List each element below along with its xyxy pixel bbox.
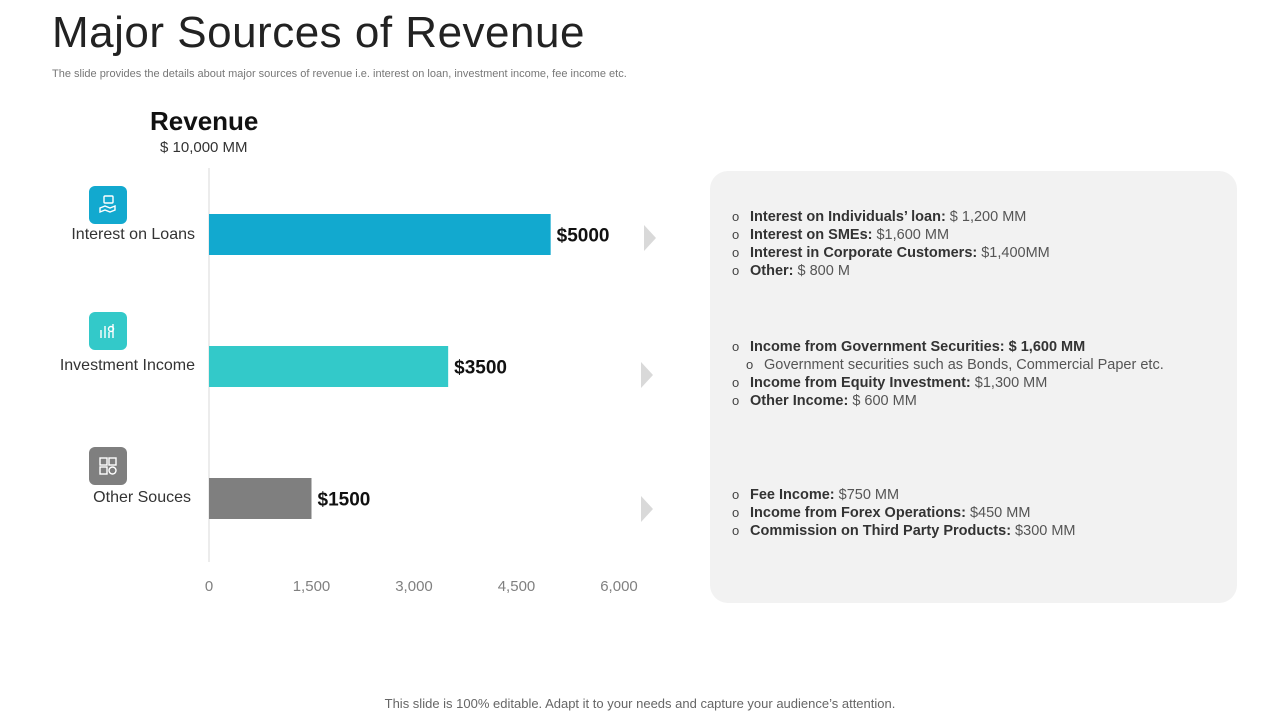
bar-value-label: $1500 <box>318 490 371 511</box>
x-tick-label: 4,500 <box>498 578 536 595</box>
bar-investment-income <box>209 346 449 387</box>
details-group-investment: o Income from Government Securities: $ 1,… <box>732 338 1164 410</box>
category-label: Investment Income <box>59 357 195 374</box>
details-panel: o Interest on Individuals’ loan: $ 1,200 … <box>710 171 1237 603</box>
investment-growth-icon <box>89 312 127 350</box>
footer-note: This slide is 100% editable. Adapt it to… <box>384 696 896 711</box>
detail-item: o Interest on Individuals’ loan: $ 1,200 … <box>732 209 1027 225</box>
bullet-marker: o <box>732 375 740 390</box>
bullet-marker: o <box>732 523 740 538</box>
arrow-right-icon <box>644 225 656 251</box>
arrow-right-icon <box>641 362 653 388</box>
bar-other-souces <box>209 478 312 519</box>
revenue-bar-chart: $5000 $3500 $1500 0 1,500 3,000 4,500 6,000 <box>205 168 638 595</box>
hand-money-icon <box>89 186 127 224</box>
detail-item: o Interest in Corporate Customers: $1,400… <box>732 245 1050 261</box>
page-subtitle: The slide provides the details about maj… <box>52 68 627 80</box>
page-title: Major Sources of Revenue <box>52 8 585 57</box>
x-tick-label: 6,000 <box>600 578 638 595</box>
revenue-total: $ 10,000 MM <box>160 139 248 156</box>
bullet-marker: o <box>732 487 740 502</box>
x-tick-label: 1,500 <box>293 578 331 595</box>
bullet-marker: o <box>732 339 740 354</box>
detail-item: o Income from Forex Operations: $450 MM <box>732 505 1031 521</box>
x-tick-label: 3,000 <box>395 578 433 595</box>
bullet-marker: o <box>732 245 740 260</box>
category-label: Interest on Loans <box>71 226 195 243</box>
detail-item: o Commission on Third Party Products: $30… <box>732 523 1076 539</box>
category-label: Other Souces <box>93 489 191 506</box>
arrow-right-icon <box>641 496 653 522</box>
bar-interest-on-loans <box>209 214 551 255</box>
detail-item: o Interest on SMEs: $1,600 MM <box>732 227 950 243</box>
bullet-marker: o <box>732 263 740 278</box>
bullet-marker: o <box>732 393 740 408</box>
details-group-other: o Fee Income: $750 MM o Income from Forex … <box>732 486 1076 540</box>
details-group-loans: o Interest on Individuals’ loan: $ 1,200 … <box>732 208 1050 280</box>
detail-item: o Other: $ 800 M <box>732 263 850 279</box>
other-income-icon <box>89 447 127 485</box>
bar-value-label: $3500 <box>454 358 507 379</box>
detail-subitem: o Government securities such as Bonds, Co… <box>746 357 1164 373</box>
detail-item: o Fee Income: $750 MM <box>732 487 900 503</box>
bullet-marker: o <box>732 227 740 242</box>
x-tick-label: 0 <box>205 578 213 595</box>
detail-item: o Other Income: $ 600 MM <box>732 393 917 409</box>
bar-value-label: $5000 <box>557 226 610 247</box>
bullet-marker: o <box>732 505 740 520</box>
bullet-marker: o <box>732 209 740 224</box>
bullet-marker: o <box>746 357 754 372</box>
detail-item: o Income from Equity Investment: $1,300 M… <box>732 375 1048 391</box>
detail-item: o Income from Government Securities: $ 1,… <box>732 339 1086 355</box>
revenue-title: Revenue <box>150 106 259 136</box>
